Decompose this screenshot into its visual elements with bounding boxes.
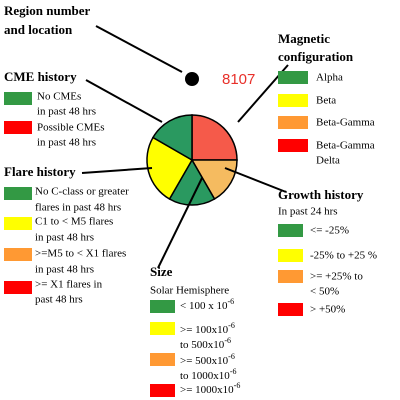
legend-label: in past 48 hrs — [37, 137, 96, 149]
heading: configuration — [278, 49, 354, 64]
legend-label: past 48 hrs — [35, 294, 83, 306]
pie-slice — [191, 114, 238, 161]
legend-label: Possible CMEs — [37, 122, 105, 134]
heading: Magnetic — [278, 31, 330, 46]
legend-swatch — [278, 94, 308, 107]
legend-label: No C-class or greater — [35, 186, 129, 198]
legend-label: > +50% — [310, 304, 345, 316]
pointer-line — [95, 25, 183, 73]
legend-label: to 1000x10-6 — [180, 367, 236, 382]
superscript: -6 — [230, 367, 237, 376]
pointer-line — [224, 167, 287, 193]
legend-label: to 500x10-6 — [180, 336, 231, 351]
location-dot — [185, 72, 199, 86]
legend-label-text: >= 100x10 — [180, 324, 229, 336]
subheading: In past 24 hrs — [278, 206, 338, 218]
pie-slice — [151, 114, 193, 162]
legend-label: >=M5 to < X1 flares — [35, 248, 126, 260]
superscript: -6 — [227, 297, 234, 306]
legend-swatch — [150, 384, 175, 397]
legend-label: C1 to < M5 flares — [35, 216, 113, 228]
legend-swatch — [278, 249, 303, 262]
legend-swatch — [4, 92, 32, 105]
legend-swatch — [4, 187, 32, 200]
pointer-line — [81, 167, 153, 174]
legend-label: in past 48 hrs — [35, 264, 94, 276]
pie-slice — [146, 136, 194, 201]
legend-swatch — [4, 281, 32, 294]
legend-label: Beta-Gamma — [316, 117, 375, 129]
heading: Growth history — [278, 187, 364, 202]
pie-slice — [190, 159, 238, 201]
legend-label-text: < 100 x 10 — [180, 300, 228, 312]
legend-label: -25% to +25 % — [310, 250, 377, 262]
legend-swatch — [278, 139, 308, 152]
legend-swatch — [278, 224, 303, 237]
legend-label: in past 48 hrs — [37, 106, 96, 118]
pie — [146, 114, 238, 206]
legend-label: No CMEs — [37, 91, 81, 103]
subheading: Solar Hemisphere — [150, 285, 229, 297]
legend-label: < 50% — [310, 286, 339, 298]
legend-label: Beta — [316, 95, 336, 107]
pointer-line — [157, 177, 203, 269]
legend-label-text: >= 1000x10 — [180, 384, 234, 396]
superscript: -6 — [234, 381, 241, 390]
legend-label: in past 48 hrs — [35, 232, 94, 244]
superscript: -6 — [228, 321, 235, 330]
legend-label: >= X1 flares in — [35, 279, 103, 291]
legend-label: < 100 x 10-6 — [180, 297, 234, 312]
legend-swatch — [278, 303, 303, 316]
legend-label: >= 1000x10-6 — [180, 381, 240, 396]
legend-swatch — [4, 248, 32, 261]
legend-swatch — [150, 300, 175, 313]
legend-swatch — [278, 270, 303, 283]
legend-label: Beta-Gamma — [316, 140, 375, 152]
legend-label: >= 100x10-6 — [180, 321, 235, 336]
heading: Flare history — [4, 164, 76, 179]
legend-label-text: to 500x10 — [180, 339, 225, 351]
heading: CME history — [4, 69, 77, 84]
pie-slice — [168, 158, 216, 206]
legend-label: Alpha — [316, 72, 343, 84]
legend-label: >= +25% to — [310, 271, 363, 283]
legend-label: <= -25% — [310, 225, 349, 237]
pointer-line — [85, 79, 163, 123]
superscript: -6 — [224, 336, 231, 345]
legend-label-text: to 1000x10 — [180, 370, 230, 382]
legend-label: >= 500x10-6 — [180, 352, 235, 367]
legend-label: Delta — [316, 155, 340, 167]
legend-label-text: >= 500x10 — [180, 355, 229, 367]
superscript: -6 — [228, 352, 235, 361]
region-number: 8107 — [222, 71, 255, 88]
legend-swatch — [150, 322, 175, 335]
heading: and location — [4, 22, 73, 37]
legend-label: flares in past 48 hrs — [35, 202, 121, 214]
legend-swatch — [4, 217, 32, 230]
legend-swatch — [4, 121, 32, 134]
legend-swatch — [278, 71, 308, 84]
legend-swatch — [278, 116, 308, 129]
heading: Region number — [4, 3, 91, 18]
heading: Size — [150, 264, 173, 279]
legend-swatch — [150, 353, 175, 366]
